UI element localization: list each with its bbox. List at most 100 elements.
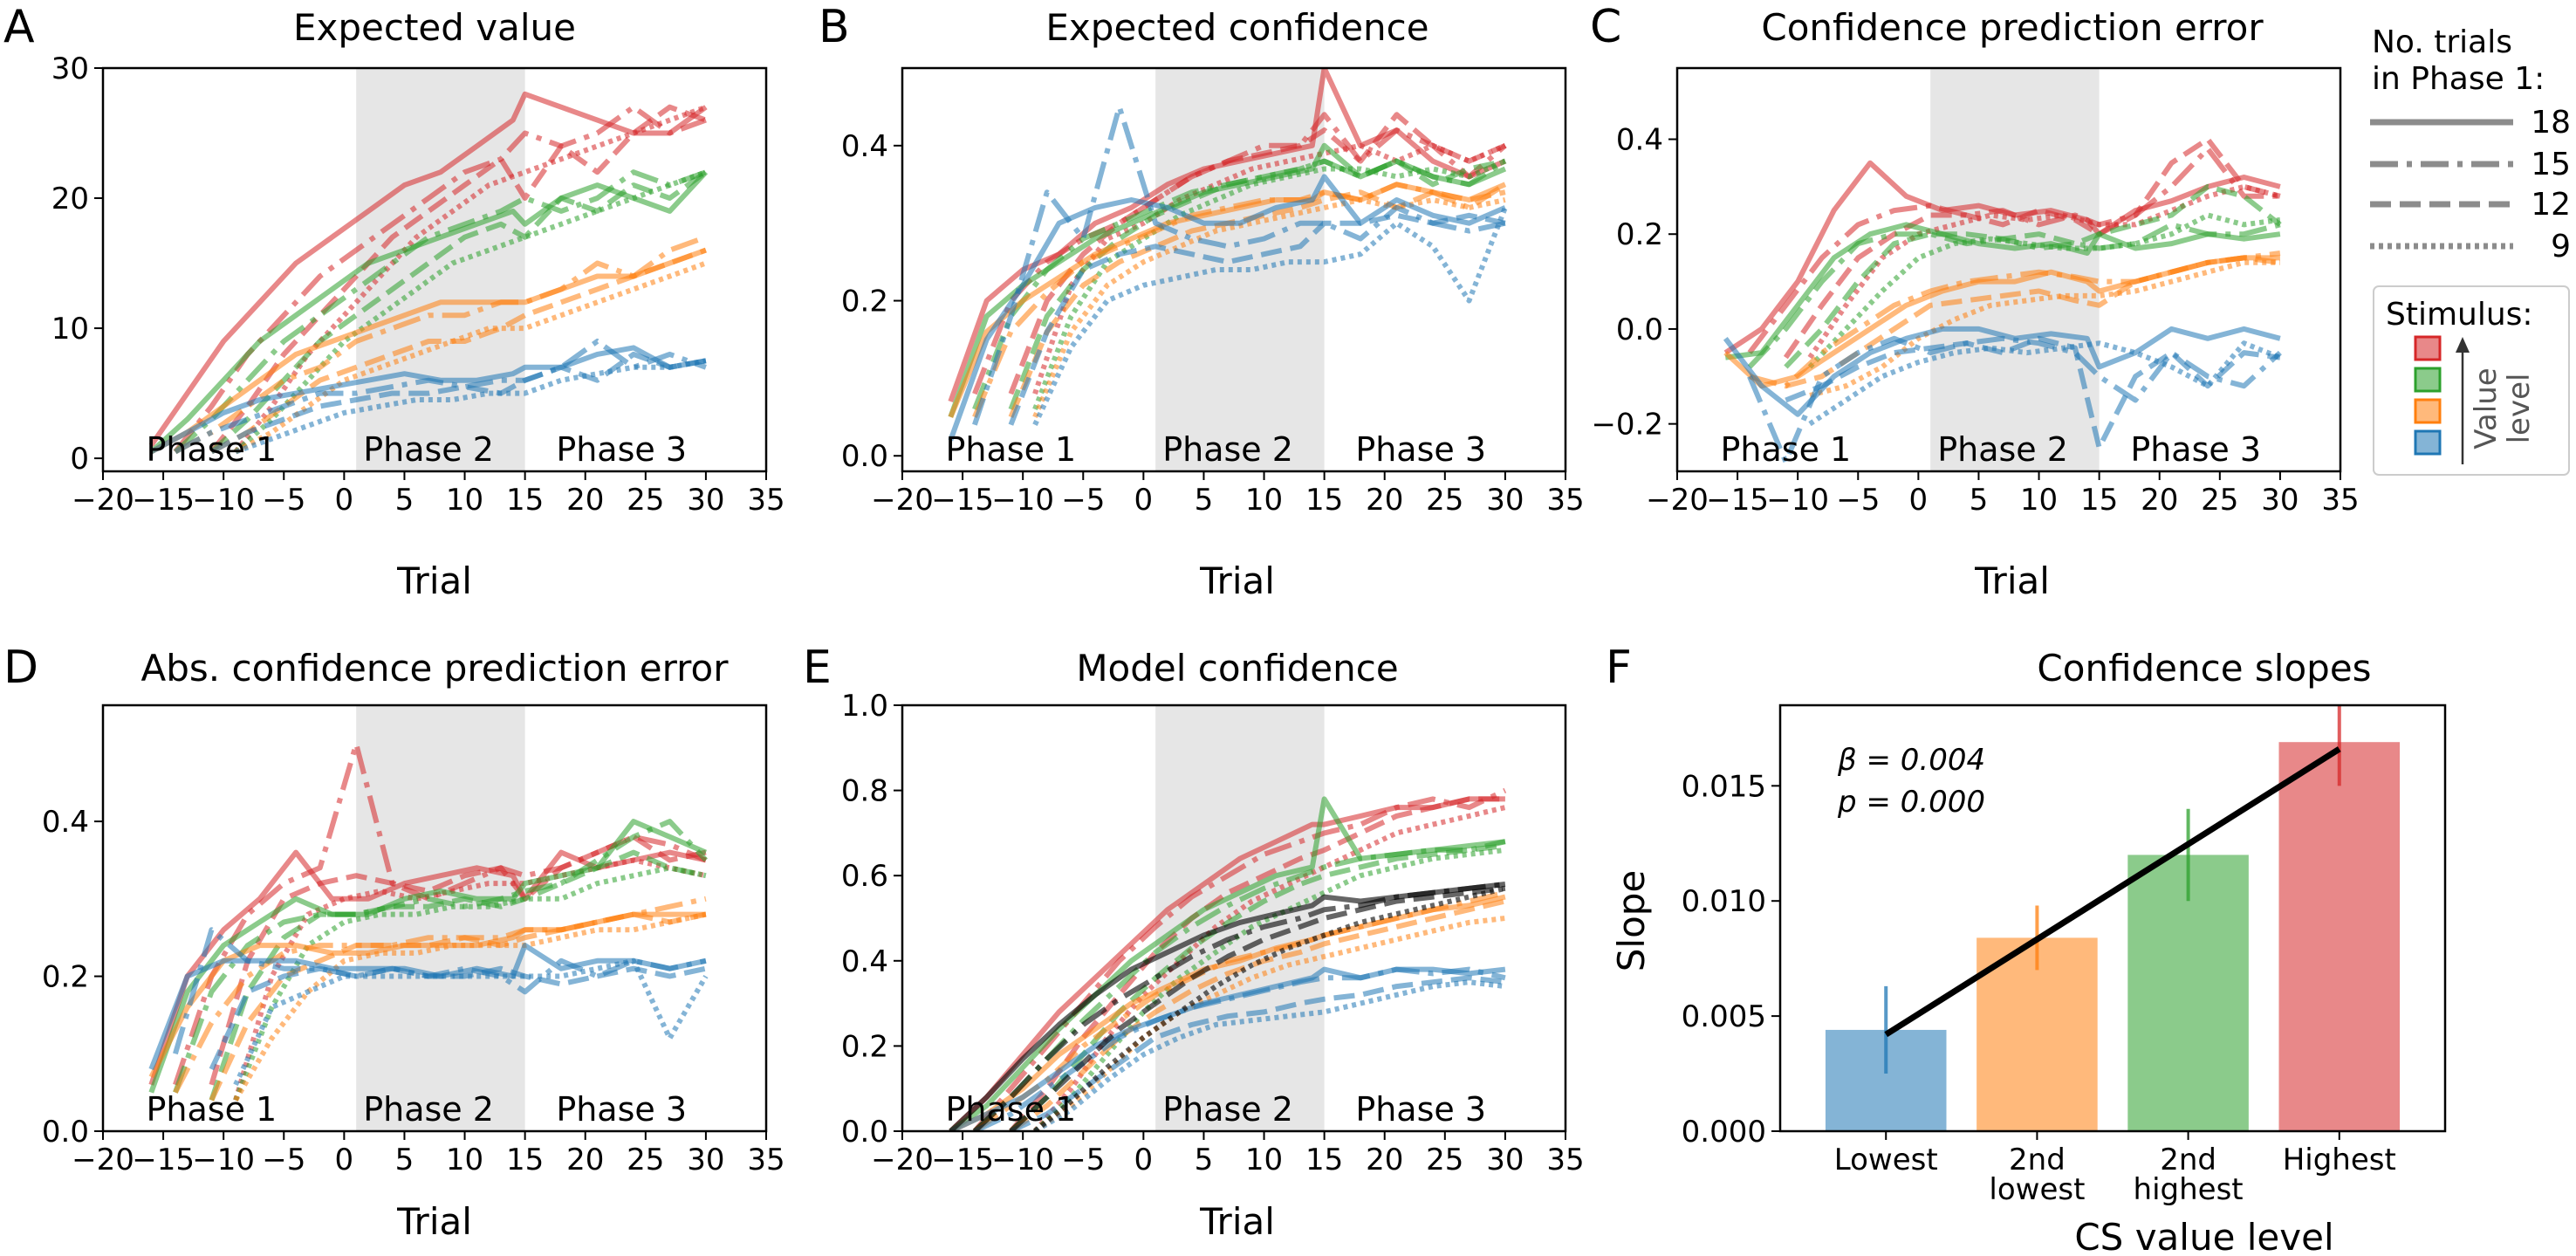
panel-f-title: Confidence slopes: [2037, 647, 2371, 690]
x-tick-label: 30: [1486, 1143, 1524, 1177]
x-tick-label: −15: [1706, 483, 1769, 518]
x-tick-label: 35: [747, 1143, 784, 1177]
x-tick-label: 0: [335, 483, 354, 518]
panel-f: F Confidence slopes 0.000 0.005 0.010 0.015…: [1606, 642, 2447, 1256]
phase-label: Phase 2: [1162, 1090, 1293, 1129]
x-tick-label: −15: [931, 483, 994, 518]
phase-label: Phase 1: [1721, 430, 1852, 469]
panel-b-letter: B: [819, 1, 850, 53]
x-tick-label: 15: [506, 483, 544, 518]
panel-c: C Confidence prediction error Phase 1 Pha…: [1590, 1, 2360, 602]
panel-c-plot: Phase 1 Phase 2 Phase 3 −20−15−10 −5 0 5 10 15 20…: [1591, 66, 2360, 518]
x-tick-label: −10: [991, 483, 1054, 518]
y-tick-label: 0.2: [42, 960, 89, 995]
x-tick-label: 30: [1486, 483, 1524, 518]
series-line: [1032, 805, 1506, 1131]
category-label: Highest: [2283, 1143, 2396, 1177]
series-line: [1008, 212, 1506, 426]
legend-trials-title-2: in Phase 1:: [2372, 61, 2545, 97]
fit-line: [1884, 746, 2341, 1038]
x-tick-label: 25: [627, 1143, 664, 1177]
x-tick-label: 35: [1546, 483, 1584, 518]
series-line: [233, 104, 707, 454]
series-line: [233, 865, 707, 1102]
y-tick-label: 0.8: [841, 774, 888, 809]
category-label: 2nd: [2160, 1143, 2216, 1177]
panel-c-title: Confidence prediction error: [1761, 6, 2264, 49]
series-line: [972, 112, 1507, 395]
y-tick-label: 0.000: [1682, 1115, 1766, 1150]
series-line: [1032, 158, 1507, 410]
series-line: [1008, 112, 1507, 395]
panel-e-plot: Phase 1 Phase 2 Phase 3 −20−15−10 −5 0 5 10 15 20…: [841, 689, 1585, 1177]
legend-stimulus-swatches: [2414, 335, 2442, 456]
series-line: [1785, 335, 2281, 450]
legend-value-arrow: [2456, 337, 2470, 464]
y-tick-label: −0.2: [1591, 408, 1663, 443]
series-line: [173, 169, 707, 454]
y-tick-label: 0.010: [1682, 884, 1766, 919]
panel-e-title: Model confidence: [1076, 647, 1398, 690]
x-tick-label: 10: [446, 483, 483, 518]
series-line: [234, 358, 707, 455]
x-tick-label: 10: [446, 1143, 483, 1177]
x-tick-label: 30: [687, 483, 724, 518]
x-tick-label: −10: [991, 1143, 1054, 1177]
x-tick-label: 30: [687, 1143, 724, 1177]
y-tick-label: 0.4: [841, 944, 888, 979]
series-line: [1724, 222, 2281, 360]
series-line: [173, 927, 707, 1055]
y-tick-label: 1.0: [841, 689, 888, 724]
phase-label: Phase 3: [1355, 430, 1486, 469]
legend-swatch: [2414, 398, 2442, 424]
series-line: [174, 234, 707, 455]
x-tick-label: 15: [506, 1143, 544, 1177]
y-tick-label: 0.005: [1682, 999, 1766, 1034]
panel-a-xlabel: Trial: [396, 559, 472, 602]
series-line: [209, 351, 707, 455]
series-line: [209, 849, 707, 1102]
x-tick-label: −20: [1646, 483, 1709, 518]
panel-b-plot: Phase 1 Phase 2 Phase 3 −20−15−10 −5 0 5 10 15 20…: [841, 66, 1585, 518]
y-tick-label: 10: [51, 312, 89, 347]
series-line: [233, 957, 709, 1087]
x-tick-label: 25: [1426, 483, 1463, 518]
phase-label: Phase 3: [2130, 430, 2261, 469]
x-tick-label: −5: [262, 1143, 305, 1177]
legend-trials-label: 9: [2551, 229, 2571, 264]
x-tick-label: 20: [2141, 483, 2178, 518]
y-tick-label: 0.0: [42, 1115, 89, 1150]
series-line: [973, 889, 1506, 1131]
legend-swatch: [2414, 367, 2442, 393]
y-tick-label: 0.4: [42, 805, 89, 840]
x-tick-label: 5: [1970, 483, 1989, 518]
series-line: [173, 104, 707, 454]
phase-label: Phase 3: [556, 1090, 687, 1129]
series-line: [233, 169, 707, 454]
x-tick-label: 35: [2321, 483, 2359, 518]
series-line: [1032, 206, 1508, 426]
series-line: [173, 819, 709, 1094]
series-line: [1783, 136, 2281, 360]
legend-swatch: [2414, 429, 2442, 456]
legend-stimulus-title: Stimulus:: [2386, 297, 2533, 333]
y-tick-label: 0.0: [841, 439, 888, 474]
series-line: [1784, 183, 2282, 369]
y-tick-label: 0.6: [841, 859, 888, 894]
phase-label: Phase 1: [147, 1090, 277, 1129]
series-line: [1785, 255, 2281, 389]
x-tick-label: 15: [2080, 483, 2118, 518]
legend-trials-title-1: No. trials: [2372, 24, 2512, 60]
series-line: [209, 247, 707, 455]
series-line: [1032, 142, 1507, 395]
panel-f-xlabel: CS value level: [2074, 1216, 2333, 1256]
phase-label: Phase 2: [1937, 430, 2068, 469]
series-line: [1747, 335, 2282, 465]
series-line: [972, 104, 1506, 426]
x-tick-label: 10: [2020, 483, 2058, 518]
panel-c-xlabel: Trial: [1974, 559, 2050, 602]
x-tick-label: 5: [1195, 1143, 1214, 1177]
series-line: [1747, 222, 2281, 369]
category-label: 2nd: [2009, 1143, 2066, 1177]
